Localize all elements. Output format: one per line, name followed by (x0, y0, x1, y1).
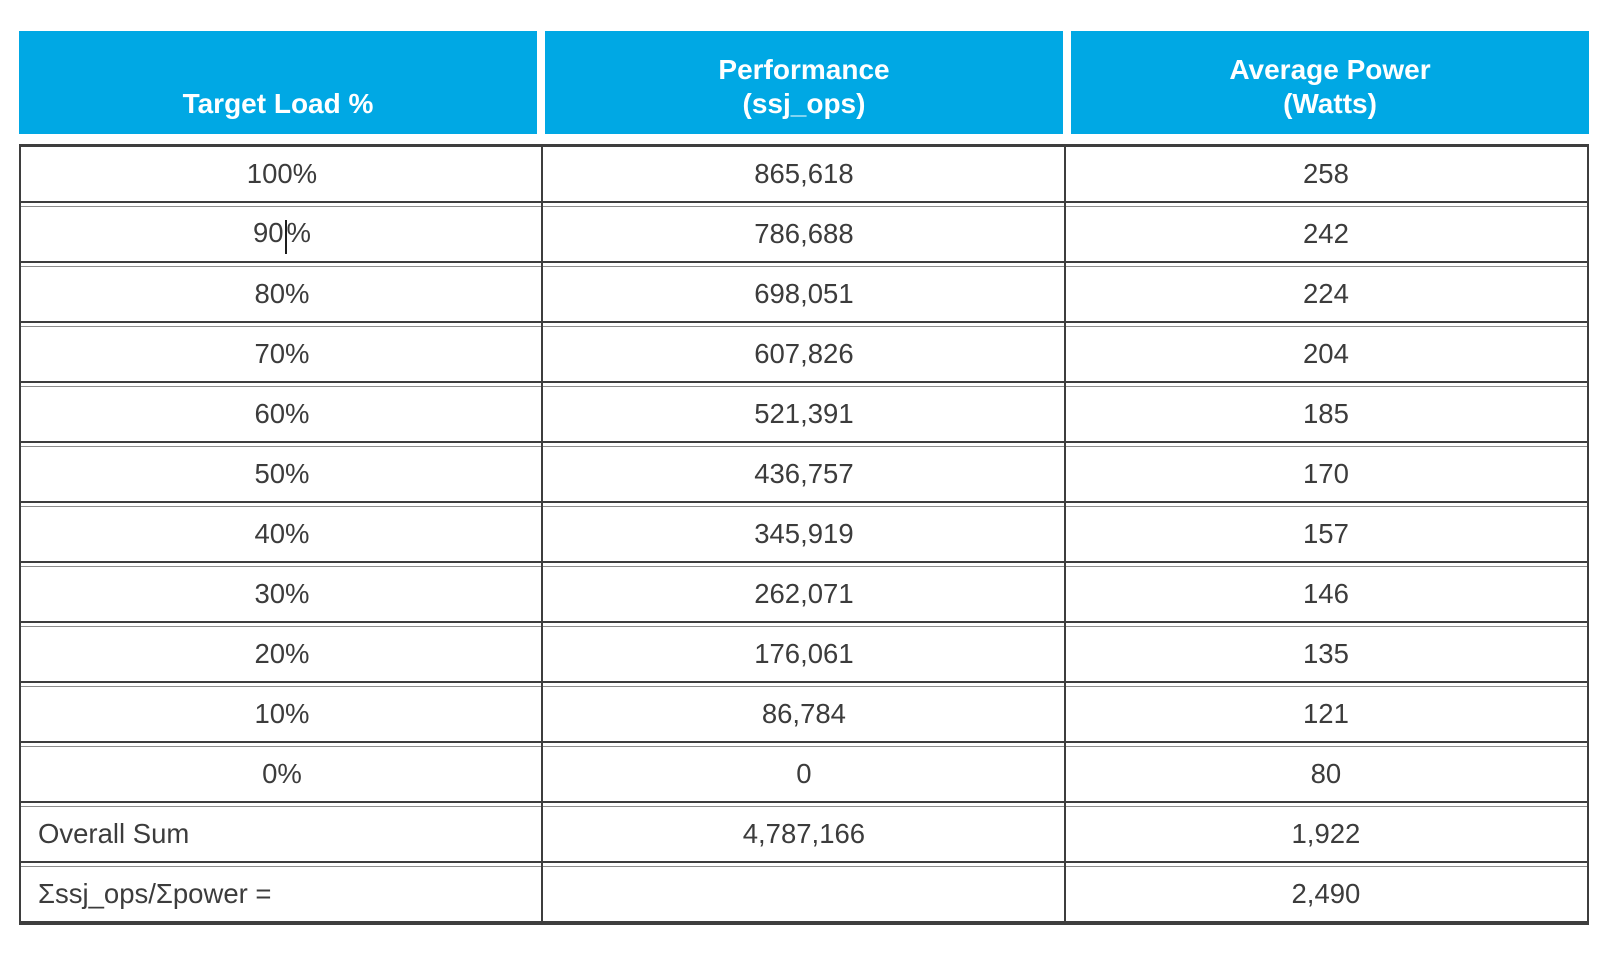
table-row: 90% 786,688 242 (21, 206, 1587, 263)
average-power-cell: 170 (1064, 446, 1587, 503)
performance-cell (542, 866, 1065, 921)
spec-power-benchmark-table: Target Load % Performance (ssj_ops) Aver… (19, 31, 1589, 925)
table-row: Overall Sum 4,787,166 1,922 (21, 806, 1587, 863)
performance-cell: 0 (542, 746, 1065, 803)
performance-cell: 4,787,166 (542, 806, 1065, 863)
performance-cell: 786,688 (542, 206, 1065, 263)
target-load-cell: 80% (21, 266, 543, 323)
header-target-load-line2: Target Load % (182, 88, 374, 119)
column-divider-1 (541, 147, 543, 921)
average-power-cell: 121 (1064, 686, 1587, 743)
table-row: 0% 0 80 (21, 746, 1587, 803)
average-power-cell: 146 (1064, 566, 1587, 623)
header-target-load: Target Load % (19, 31, 537, 134)
average-power-cell: 224 (1064, 266, 1587, 323)
header-performance-line2: (ssj_ops) (742, 88, 866, 119)
performance-cell: 345,919 (542, 506, 1065, 563)
table-row: 50% 436,757 170 (21, 446, 1587, 503)
average-power-cell: 135 (1064, 626, 1587, 683)
data-table: 100% 865,618 258 90% 786,688 242 80% 698… (21, 144, 1587, 924)
performance-cell: 176,061 (542, 626, 1065, 683)
table-body: 100% 865,618 258 90% 786,688 242 80% 698… (19, 144, 1589, 925)
average-power-cell: 1,922 (1064, 806, 1587, 863)
average-power-cell: 157 (1064, 506, 1587, 563)
header-average-power-line2: (Watts) (1283, 88, 1377, 119)
table-row: Σssj_ops/Σpower = 2,490 (21, 866, 1587, 921)
table-row: 100% 865,618 258 (21, 147, 1587, 203)
target-load-cell: Overall Sum (21, 806, 543, 863)
performance-cell: 262,071 (542, 566, 1065, 623)
average-power-cell: 185 (1064, 386, 1587, 443)
target-load-cell: 90% (21, 206, 543, 263)
performance-cell: 521,391 (542, 386, 1065, 443)
performance-cell: 607,826 (542, 326, 1065, 383)
column-divider-2 (1064, 147, 1066, 921)
target-load-cell: 20% (21, 626, 543, 683)
target-load-cell: 10% (21, 686, 543, 743)
table-row: 70% 607,826 204 (21, 326, 1587, 383)
load-text-after-cursor: % (286, 216, 311, 248)
performance-cell: 865,618 (542, 147, 1065, 203)
target-load-cell: 60% (21, 386, 543, 443)
table-row: 60% 521,391 185 (21, 386, 1587, 443)
header-performance: Performance (ssj_ops) (545, 31, 1063, 134)
table-row: 80% 698,051 224 (21, 266, 1587, 323)
average-power-cell: 204 (1064, 326, 1587, 383)
average-power-cell: 80 (1064, 746, 1587, 803)
header-performance-line1: Performance (718, 54, 890, 85)
target-load-cell: 30% (21, 566, 543, 623)
header-average-power-line1: Average Power (1229, 54, 1431, 85)
average-power-cell: 242 (1064, 206, 1587, 263)
performance-cell: 436,757 (542, 446, 1065, 503)
table-row: 40% 345,919 157 (21, 506, 1587, 563)
table-row: 10% 86,784 121 (21, 686, 1587, 743)
table-header-row: Target Load % Performance (ssj_ops) Aver… (19, 31, 1589, 134)
target-load-cell: 100% (21, 147, 543, 203)
table-row: 30% 262,071 146 (21, 566, 1587, 623)
text-cursor (284, 220, 287, 255)
load-text-before-cursor: 90 (252, 216, 284, 248)
header-average-power: Average Power (Watts) (1071, 31, 1589, 134)
target-load-cell: 50% (21, 446, 543, 503)
average-power-cell: 2,490 (1064, 866, 1587, 921)
target-load-cell: 0% (21, 746, 543, 803)
target-load-cell: 40% (21, 506, 543, 563)
average-power-cell: 258 (1064, 147, 1587, 203)
target-load-cell: Σssj_ops/Σpower = (21, 866, 543, 921)
table-row: 20% 176,061 135 (21, 626, 1587, 683)
performance-cell: 86,784 (542, 686, 1065, 743)
target-load-cell: 70% (21, 326, 543, 383)
performance-cell: 698,051 (542, 266, 1065, 323)
